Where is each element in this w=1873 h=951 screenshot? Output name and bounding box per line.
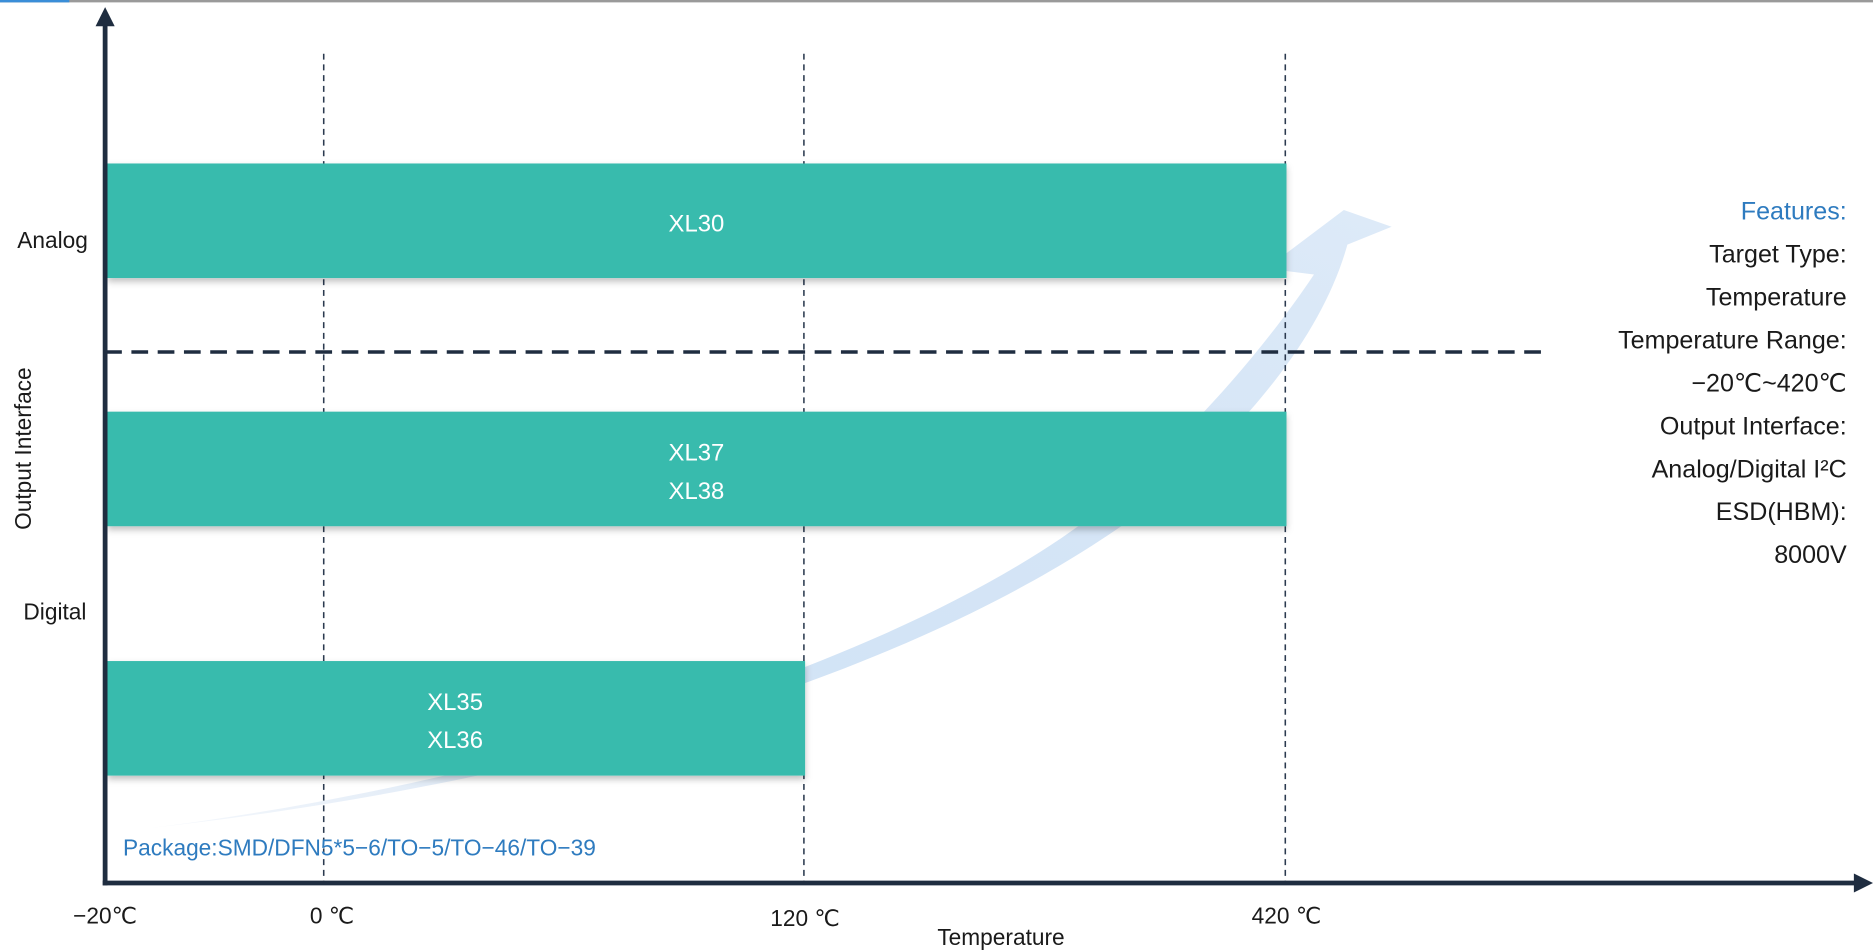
y-label: Analog bbox=[17, 227, 88, 253]
x-tick-label: 0 ℃ bbox=[310, 903, 354, 929]
x-tick-label: 120 ℃ bbox=[770, 905, 840, 931]
features-title: Features: bbox=[1741, 198, 1847, 226]
package-note: Package:SMD/DFN5*5−6/TO−5/TO−46/TO−39 bbox=[123, 835, 596, 861]
feature-line: Temperature bbox=[1706, 283, 1847, 311]
feature-line: Target Type: bbox=[1709, 241, 1847, 269]
bar-label: XL35 bbox=[427, 689, 483, 716]
feature-line: Output Interface: bbox=[1660, 412, 1847, 440]
x-axis-title: Temperature bbox=[937, 924, 1064, 950]
x-tick-label: −20℃ bbox=[73, 903, 137, 929]
y-axis-title: Output Interface bbox=[10, 367, 36, 529]
x-axis-arrow bbox=[1853, 873, 1873, 893]
y-label: Digital bbox=[23, 598, 86, 624]
bar-label: XL37 bbox=[669, 440, 725, 467]
feature-line: Temperature Range: bbox=[1618, 326, 1847, 354]
bar bbox=[107, 163, 1287, 279]
feature-line: −20℃~420℃ bbox=[1691, 369, 1846, 397]
bar bbox=[107, 411, 1287, 527]
feature-line: ESD(HBM): bbox=[1716, 498, 1847, 526]
bar-label: XL38 bbox=[669, 478, 725, 505]
bar-label: XL30 bbox=[669, 210, 725, 237]
bar bbox=[107, 661, 806, 776]
feature-line: 8000V bbox=[1774, 541, 1847, 569]
feature-line: Analog/Digital I²C bbox=[1652, 455, 1847, 483]
bar-label: XL36 bbox=[427, 727, 483, 754]
top-rule bbox=[0, 0, 1873, 3]
top-accent bbox=[0, 0, 70, 3]
x-tick-label: 420 ℃ bbox=[1252, 903, 1322, 929]
y-axis-arrow bbox=[95, 7, 115, 27]
